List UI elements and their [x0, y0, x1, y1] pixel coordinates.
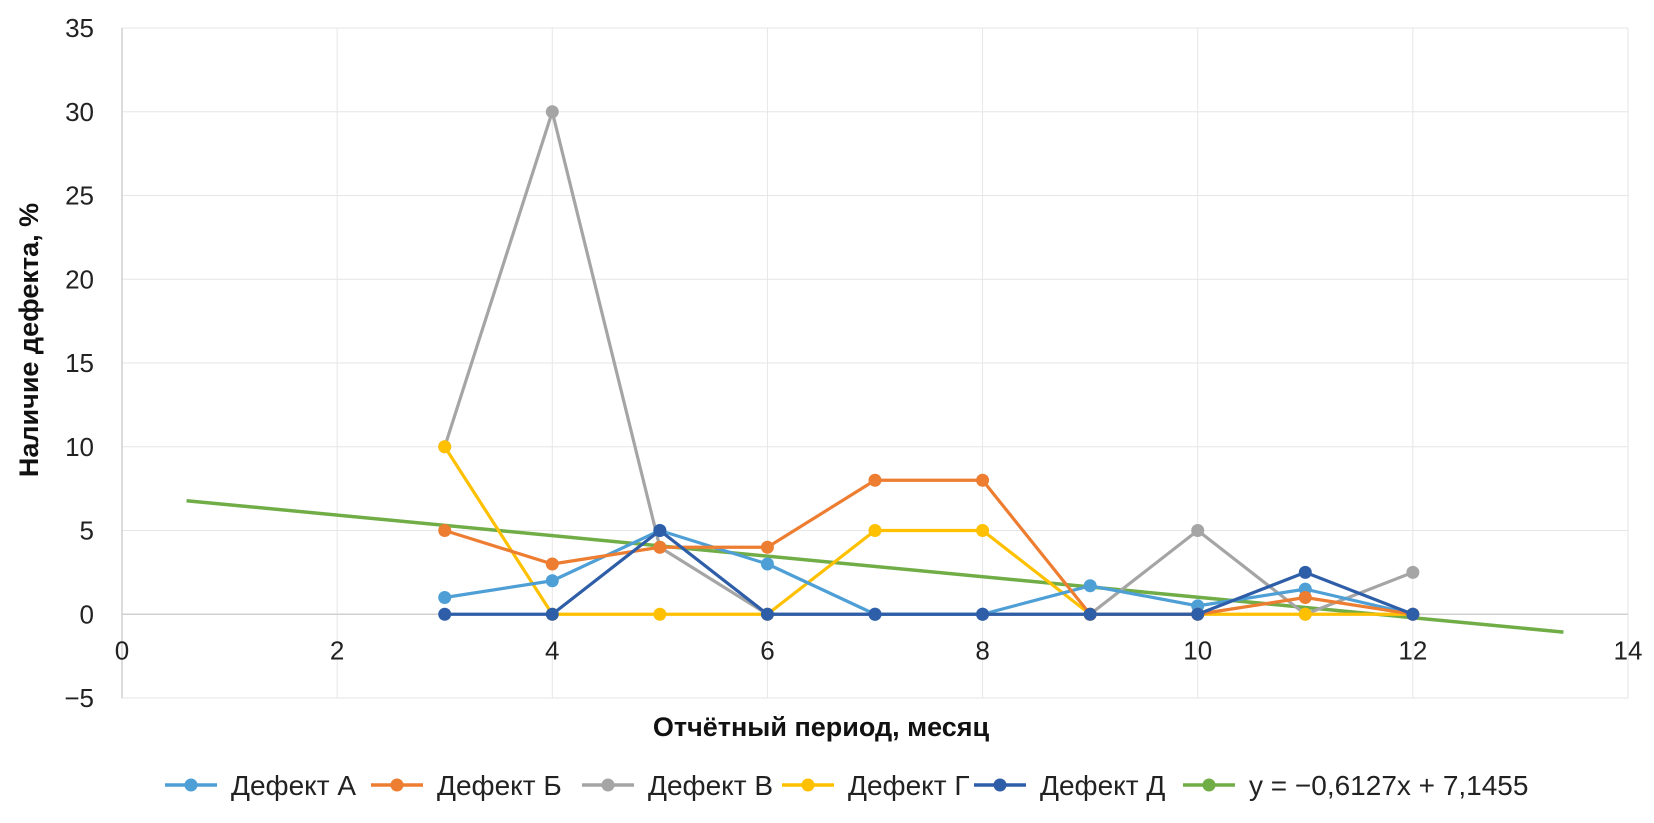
legend-item-0: Дефект А	[165, 770, 356, 801]
y-tick-label: 25	[65, 181, 94, 211]
y-tick-label: 5	[80, 516, 94, 546]
data-point	[760, 607, 774, 621]
y-tick-label: 10	[65, 432, 94, 462]
series-1	[438, 473, 1420, 621]
data-point	[438, 524, 452, 537]
x-tick-label: 10	[1183, 635, 1212, 665]
legend-item-2: Дефект В	[582, 770, 773, 801]
data-point	[1298, 607, 1312, 621]
legend-label: Дефект Д	[1040, 770, 1165, 801]
legend-item-1: Дефект Б	[371, 770, 562, 801]
data-point	[1191, 607, 1205, 621]
x-axis-title: Отчётный период, месяц	[653, 712, 990, 742]
legend-label: Дефект Г	[848, 770, 969, 801]
y-axis-title: Наличие дефекта, %	[14, 203, 44, 477]
trendline	[186, 498, 1564, 634]
legend-item-5: y = −0,6127x + 7,1455	[1183, 770, 1528, 801]
legend-label: y = −0,6127x + 7,1455	[1249, 770, 1528, 801]
x-tick-label: 6	[760, 635, 774, 665]
legend-swatch-marker	[993, 778, 1007, 792]
data-point	[438, 591, 452, 604]
x-tick-label: 2	[330, 635, 344, 665]
data-point	[1298, 591, 1312, 604]
data-point	[1406, 607, 1420, 621]
series-line-1	[444, 478, 1414, 616]
series-line-4	[444, 528, 1414, 616]
legend-swatch-marker	[601, 778, 615, 792]
legend-item-4: Дефект Д	[974, 770, 1165, 801]
legend-swatch-marker	[184, 778, 198, 792]
data-point	[1191, 524, 1205, 537]
x-tick-label: 14	[1614, 635, 1643, 665]
data-point	[976, 607, 990, 621]
x-tick-label: 8	[975, 635, 989, 665]
legend-swatch-marker	[801, 778, 815, 792]
legend-item-3: Дефект Г	[782, 770, 969, 801]
data-point	[976, 524, 990, 537]
data-point	[653, 524, 667, 537]
data-point	[1298, 565, 1312, 579]
data-point	[868, 607, 882, 621]
trendline-layer	[186, 498, 1564, 634]
data-point	[1083, 579, 1097, 593]
x-tick-label: 4	[545, 635, 559, 665]
y-tick-label: 20	[65, 264, 94, 294]
y-tick-label: −5	[64, 683, 94, 713]
legend-label: Дефект Б	[437, 770, 562, 801]
data-point	[438, 440, 452, 454]
legend-label: Дефект А	[231, 770, 356, 801]
data-point	[760, 557, 774, 571]
x-tick-label: 12	[1398, 635, 1427, 665]
data-point	[653, 540, 667, 554]
series-4	[438, 524, 1420, 621]
y-tick-label: 0	[80, 599, 94, 629]
data-point	[545, 557, 559, 571]
data-point	[976, 473, 990, 487]
series-layer	[438, 105, 1420, 621]
legend: Дефект А Дефект Б Дефект В Дефект Г Дефект Д…	[165, 770, 1528, 801]
x-tick-label: 0	[115, 635, 129, 665]
y-tick-label: 15	[65, 348, 94, 378]
data-point	[760, 540, 774, 554]
legend-swatch-marker	[390, 778, 404, 792]
data-point	[868, 473, 882, 487]
legend-label: Дефект В	[648, 770, 773, 801]
tick-labels: 0 2 4 6 8 10 12 14 −5 0 5 10 15 20 25 30 35	[64, 13, 1642, 713]
data-point	[1406, 565, 1420, 579]
series-line-3	[443, 445, 1413, 616]
y-tick-label: 30	[65, 97, 94, 127]
legend-swatch-marker	[1202, 778, 1216, 792]
data-point	[868, 524, 882, 537]
y-tick-label: 35	[65, 13, 94, 43]
grid	[122, 27, 1629, 699]
data-point	[545, 105, 559, 119]
data-point	[545, 574, 559, 588]
data-point	[545, 607, 559, 621]
data-point	[438, 607, 452, 621]
data-point	[653, 607, 667, 621]
data-point	[1083, 607, 1097, 621]
